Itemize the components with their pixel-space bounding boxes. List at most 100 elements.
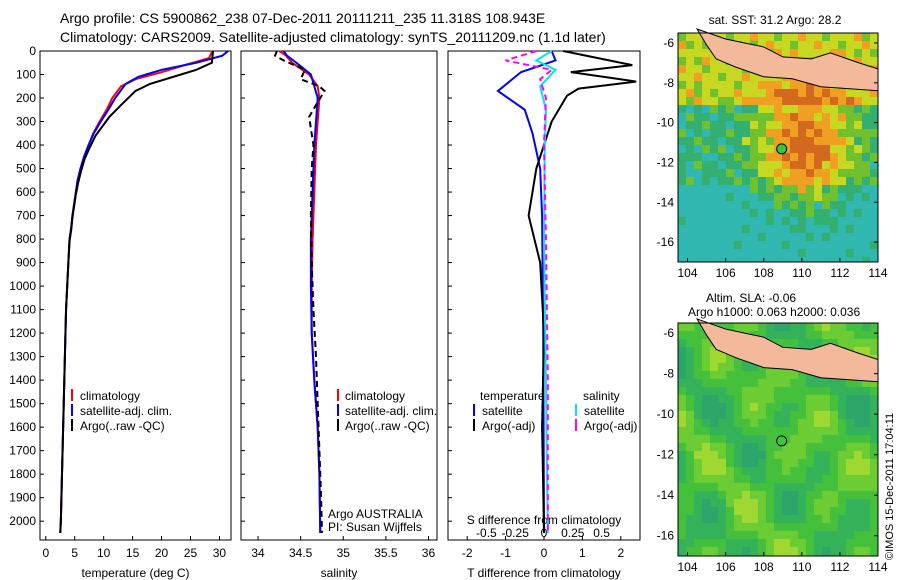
map-field-cell <box>782 97 790 105</box>
map-field-cell <box>718 81 726 89</box>
map-field-cell <box>766 331 774 339</box>
map-field-cell <box>718 451 726 459</box>
map-field-cell <box>742 185 750 193</box>
map-field-cell <box>830 499 838 507</box>
map-field-cell <box>814 169 822 177</box>
map-field-cell <box>686 499 694 507</box>
map-field-cell <box>862 419 870 427</box>
map-field-cell <box>742 403 750 411</box>
map-field-cell <box>838 241 846 249</box>
lat-tick-label: -14 <box>657 195 675 209</box>
map-field-cell <box>686 209 694 217</box>
map-field-cell <box>750 419 758 427</box>
map-field-cell <box>734 153 742 161</box>
map-field-cell <box>678 81 686 89</box>
map-field-cell <box>742 467 750 475</box>
map-field-cell <box>798 435 806 443</box>
map-field-cell <box>846 49 854 57</box>
map-field-cell <box>782 201 790 209</box>
map-field-cell <box>846 193 854 201</box>
map-field-cell <box>798 129 806 137</box>
map-field-cell <box>854 137 862 145</box>
map-field-cell <box>806 33 814 41</box>
map-field-cell <box>726 419 734 427</box>
map-field-cell <box>750 121 758 129</box>
map-field-cell <box>830 137 838 145</box>
map-field-cell <box>838 145 846 153</box>
difference-tick-label: 0 <box>541 546 548 560</box>
map-field-cell <box>742 491 750 499</box>
map-field-cell <box>822 387 830 395</box>
map-field-cell <box>806 129 814 137</box>
map-field-cell <box>814 339 822 347</box>
map-field-cell <box>782 371 790 379</box>
map-field-cell <box>710 249 718 257</box>
lat-tick-label: -14 <box>657 488 675 502</box>
map-field-cell <box>846 403 854 411</box>
map-field-cell <box>846 443 854 451</box>
map-field-cell <box>822 33 830 41</box>
map-field-cell <box>718 217 726 225</box>
map-field-cell <box>758 323 766 331</box>
map-field-cell <box>766 323 774 331</box>
map-field-cell <box>686 475 694 483</box>
map-field-cell <box>750 371 758 379</box>
map-field-cell <box>694 371 702 379</box>
map-field-cell <box>870 419 878 427</box>
map-field-cell <box>678 339 686 347</box>
map-field-cell <box>846 331 854 339</box>
map-field-cell <box>846 177 854 185</box>
map-field-cell <box>758 209 766 217</box>
map-field-cell <box>774 201 782 209</box>
map-field-cell <box>774 161 782 169</box>
map-field-cell <box>686 65 694 73</box>
map-field-cell <box>734 241 742 249</box>
map-field-cell <box>766 225 774 233</box>
map-field-cell <box>846 467 854 475</box>
map-field-cell <box>726 105 734 113</box>
map-field-cell <box>678 499 686 507</box>
map-field-cell <box>686 331 694 339</box>
map-field-cell <box>830 209 838 217</box>
map-field-cell <box>686 97 694 105</box>
map-field-cell <box>806 491 814 499</box>
map-field-cell <box>814 499 822 507</box>
map-field-cell <box>806 145 814 153</box>
map-field-cell <box>766 185 774 193</box>
map-field-cell <box>870 193 878 201</box>
map-field-cell <box>806 225 814 233</box>
map-field-cell <box>702 193 710 201</box>
map-field-cell <box>782 33 790 41</box>
map-field-cell <box>686 491 694 499</box>
map-field-cell <box>854 331 862 339</box>
map-field-cell <box>774 33 782 41</box>
map-field-cell <box>806 339 814 347</box>
map-field-cell <box>742 177 750 185</box>
lat-tick-label: -16 <box>657 529 675 543</box>
map-field-cell <box>854 395 862 403</box>
map-field-cell <box>846 137 854 145</box>
map-field-cell <box>686 515 694 523</box>
map-field-cell <box>758 443 766 451</box>
map-field-cell <box>694 547 702 555</box>
map-field-cell <box>734 129 742 137</box>
map-field-cell <box>766 395 774 403</box>
map-field-cell <box>758 379 766 387</box>
map-field-cell <box>798 475 806 483</box>
map-field-cell <box>678 427 686 435</box>
map-field-cell <box>734 73 742 81</box>
map-field-cell <box>694 459 702 467</box>
map-field-cell <box>854 547 862 555</box>
map-field-cell <box>822 177 830 185</box>
map-field-cell <box>694 339 702 347</box>
map-field-cell <box>734 427 742 435</box>
map-field-cell <box>830 323 838 331</box>
map-field-cell <box>854 177 862 185</box>
map-field-cell <box>870 467 878 475</box>
map-field-cell <box>822 411 830 419</box>
map-field-cell <box>678 451 686 459</box>
map-field-cell <box>734 113 742 121</box>
map-field-cell <box>758 483 766 491</box>
map-field-cell <box>718 467 726 475</box>
map-field-cell <box>830 339 838 347</box>
